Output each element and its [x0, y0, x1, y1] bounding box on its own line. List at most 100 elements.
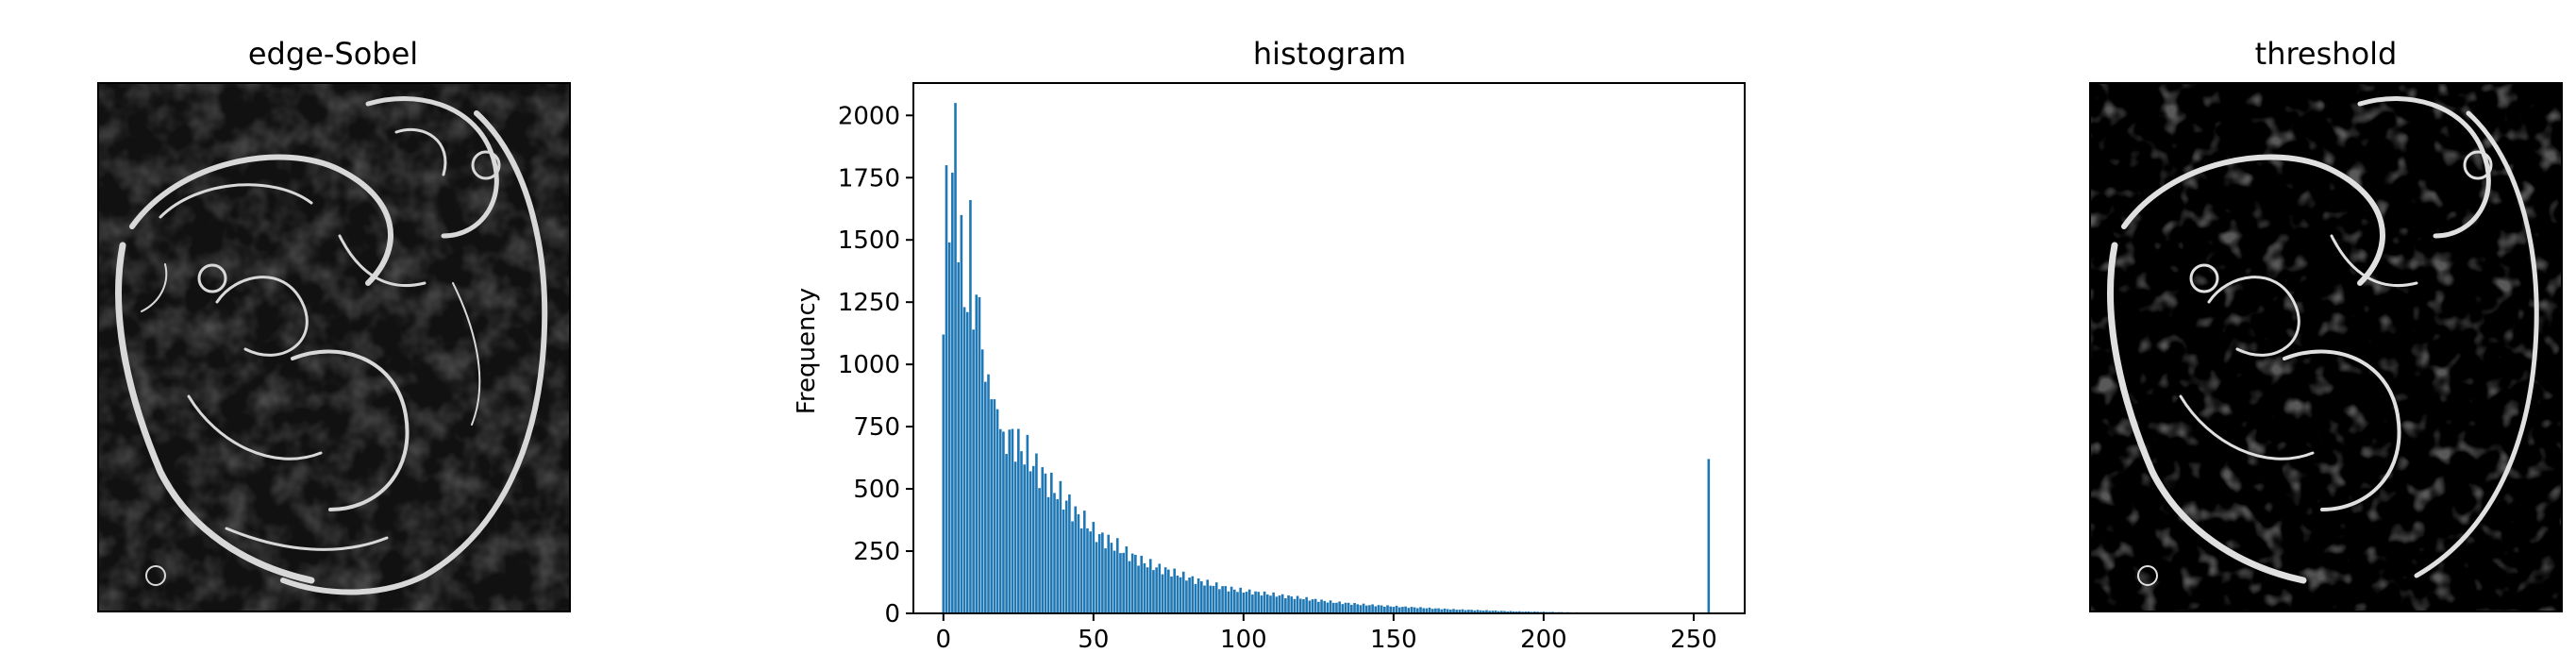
histogram-bar	[1362, 603, 1365, 613]
histogram-bar	[1443, 608, 1447, 613]
histogram-bar	[1020, 451, 1023, 613]
histogram-bar	[1422, 608, 1425, 613]
histogram-bar	[1395, 605, 1398, 613]
histogram-bar	[1233, 589, 1236, 613]
histogram-bar	[1046, 496, 1050, 613]
histogram-bar	[1305, 596, 1308, 613]
histogram-bar	[1023, 464, 1026, 613]
histogram-bar	[1152, 570, 1155, 613]
histogram-bar	[1140, 555, 1144, 613]
histogram-bar	[1224, 586, 1228, 613]
histogram-plot-frame	[912, 82, 1746, 614]
histogram-bar	[1404, 606, 1407, 613]
histogram-bar	[1296, 595, 1299, 613]
histogram-bar	[1134, 554, 1137, 613]
histogram-bar	[1167, 569, 1170, 613]
histogram-bar	[1101, 532, 1104, 613]
histogram-bar	[1481, 611, 1485, 613]
histogram-bar	[1452, 609, 1455, 613]
histogram-bar	[1185, 580, 1188, 613]
histogram-bar	[960, 214, 963, 613]
histogram-bar	[1119, 553, 1122, 613]
histogram-bar	[1269, 595, 1272, 613]
histogram-bar	[1353, 603, 1356, 613]
histogram-bar	[1212, 585, 1215, 613]
histogram-title: histogram	[1253, 36, 1406, 72]
histogram-bar	[1254, 591, 1257, 613]
histogram-bar	[1428, 607, 1431, 613]
x-axis-ticks: 0 50 100 150 200 250	[936, 613, 1717, 653]
y-tick-label: 0	[884, 600, 900, 628]
histogram-bar	[1308, 600, 1312, 613]
histogram-bar	[1110, 543, 1113, 613]
histogram-bar	[1005, 454, 1008, 613]
histogram-bar	[1097, 534, 1101, 613]
y-tick-label: 1750	[838, 164, 900, 193]
histogram-bar	[1086, 527, 1089, 613]
threshold-frame	[2089, 82, 2563, 612]
histogram-bar	[1374, 606, 1378, 613]
histogram-bar	[1074, 506, 1078, 613]
histogram-bar	[1397, 607, 1401, 613]
histogram-bar	[1287, 594, 1290, 613]
histogram-bar	[1128, 561, 1131, 613]
x-tick-label: 200	[1520, 626, 1567, 653]
histogram-bar	[1377, 605, 1380, 613]
histogram-bar	[1188, 578, 1191, 613]
histogram-bar	[1350, 604, 1353, 613]
histogram-bar	[1341, 604, 1345, 613]
histogram-bar	[1326, 602, 1330, 613]
y-tick-label: 2000	[838, 102, 900, 130]
histogram-bar	[1344, 602, 1347, 613]
histogram-bar	[1278, 595, 1281, 613]
histogram-bar	[1251, 594, 1254, 613]
histogram-bar	[1434, 608, 1437, 613]
histogram-bar	[1323, 600, 1327, 613]
histogram-bar	[1338, 601, 1341, 613]
histogram-bar	[1179, 577, 1182, 613]
histogram-bar	[1053, 493, 1056, 613]
histogram-bar	[1401, 607, 1404, 613]
histogram-bar	[1122, 552, 1125, 613]
y-tick-label: 750	[853, 413, 900, 442]
histogram-bar	[1356, 604, 1360, 613]
histogram-bar	[1089, 531, 1092, 613]
histogram-bar	[1038, 488, 1041, 613]
histogram-bar	[990, 399, 993, 613]
histogram-bar	[1104, 548, 1107, 613]
histogram-bar	[1031, 465, 1035, 613]
histogram-bar	[1115, 538, 1119, 613]
histogram-bar	[1092, 522, 1096, 613]
histogram-bar	[1059, 480, 1062, 613]
edge-sobel-frame	[97, 82, 571, 612]
histogram-bar	[1011, 428, 1014, 613]
histogram-bar	[1242, 593, 1246, 613]
histogram-bar	[1064, 500, 1068, 613]
histogram-bar	[1290, 596, 1294, 613]
histogram-bar	[1130, 553, 1134, 613]
histogram-bar	[1260, 595, 1263, 613]
histogram-bar	[1146, 567, 1149, 613]
edge-sobel-panel: edge-Sobel	[97, 36, 571, 612]
histogram-bar	[1707, 459, 1711, 613]
histogram-bar	[1298, 598, 1302, 613]
histogram-bar	[1056, 499, 1059, 613]
y-tick-label: 1250	[838, 289, 900, 317]
histogram-bar	[945, 165, 948, 613]
histogram-bar	[1368, 605, 1371, 613]
histogram-bar	[1410, 607, 1413, 613]
histogram-bar	[1440, 609, 1444, 613]
histogram-bar	[1320, 599, 1323, 613]
histogram-bar	[942, 334, 945, 613]
histogram-panel: histogram Frequency 0 50 100 150 200 250 0 250…	[793, 36, 1746, 653]
histogram-bar	[1041, 467, 1045, 613]
histogram-bar	[1112, 550, 1116, 613]
histogram-bar	[998, 428, 1002, 613]
histogram-bar	[1506, 611, 1510, 613]
histogram-bar	[954, 103, 957, 614]
histogram-bar	[1275, 596, 1279, 613]
histogram-bar	[1449, 610, 1452, 613]
histogram-bar	[1476, 610, 1480, 613]
histogram-bar	[1029, 471, 1032, 613]
histogram-bar	[984, 381, 987, 613]
